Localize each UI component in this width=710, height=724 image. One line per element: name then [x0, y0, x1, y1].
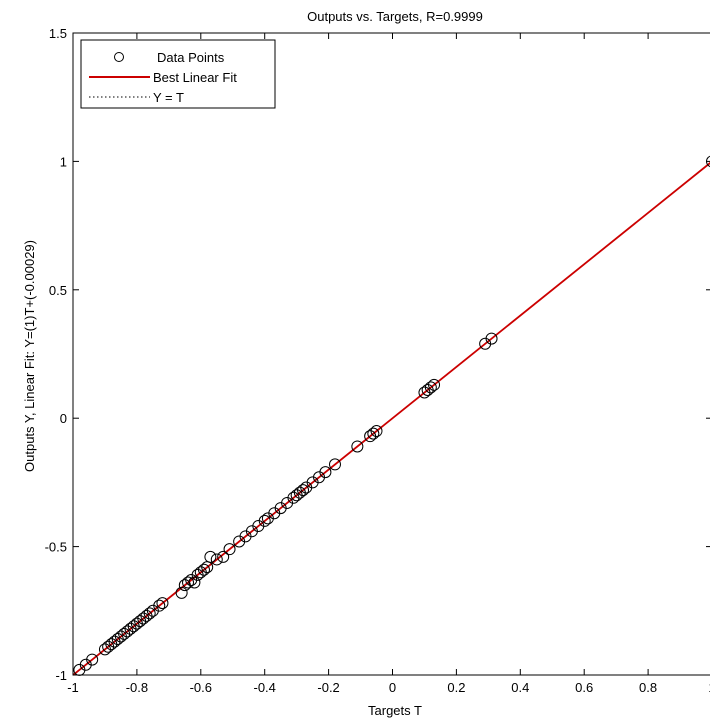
legend-label-identity: Y = T — [153, 90, 184, 105]
y-tick-label: 1 — [60, 154, 67, 169]
x-axis-title: Targets T — [368, 703, 422, 718]
data-point — [188, 576, 201, 589]
chart-title: Outputs vs. Targets, R=0.9999 — [307, 9, 483, 24]
x-tick-label: 0 — [389, 680, 396, 695]
data-point — [175, 586, 188, 599]
y-tick-label: -1 — [55, 668, 67, 683]
data-point — [370, 425, 383, 438]
data-point — [86, 653, 99, 666]
data-point — [258, 514, 271, 527]
y-tick-label: 0 — [60, 411, 67, 426]
data-point — [485, 332, 498, 345]
data-point — [204, 550, 217, 563]
x-tick-label: -0.4 — [253, 680, 275, 695]
data-point — [428, 378, 441, 391]
data-point — [328, 458, 341, 471]
data-point — [156, 597, 169, 610]
data-point — [217, 550, 230, 563]
plot-area — [72, 155, 710, 676]
x-tick-label: 0.6 — [575, 680, 593, 695]
data-point — [210, 553, 223, 566]
legend: Data Points Best Linear Fit Y = T — [80, 39, 276, 109]
x-tick-label: 0.2 — [447, 680, 465, 695]
axes-frame — [72, 32, 710, 676]
axis-ticks: -1 -0.8 -0.6 -0.4 -0.2 0 0.2 0.4 0.6 0.8 1 -1 -0.5 0 0… — [45, 26, 710, 695]
data-point — [143, 607, 156, 620]
data-point — [153, 599, 166, 612]
y-tick-label: -0.5 — [45, 540, 67, 555]
data-point — [424, 381, 437, 394]
x-tick-label: -1 — [67, 680, 79, 695]
x-tick-label: 0.4 — [511, 680, 529, 695]
data-point — [351, 440, 364, 453]
data-point — [319, 466, 332, 479]
data-point — [223, 543, 236, 556]
x-tick-label: 0.8 — [639, 680, 657, 695]
data-point — [197, 563, 210, 576]
data-point — [297, 484, 310, 497]
best-linear-fit-line — [72, 161, 710, 676]
y-tick-label: 0.5 — [49, 283, 67, 298]
y-axis-title: Outputs Y, Linear Fit: Y=(1)T+(-0.00029) — [22, 240, 37, 472]
x-tick-label: -0.8 — [126, 680, 148, 695]
x-tick-label: -0.6 — [190, 680, 212, 695]
x-tick-label: 1 — [708, 680, 710, 695]
data-point — [182, 576, 195, 589]
x-tick-label: -0.2 — [317, 680, 339, 695]
legend-label-data-points: Data Points — [157, 50, 225, 65]
data-point — [367, 427, 380, 440]
y-tick-label: 1.5 — [49, 26, 67, 41]
legend-marker-data-points — [114, 52, 124, 62]
legend-label-best-fit: Best Linear Fit — [153, 70, 237, 85]
